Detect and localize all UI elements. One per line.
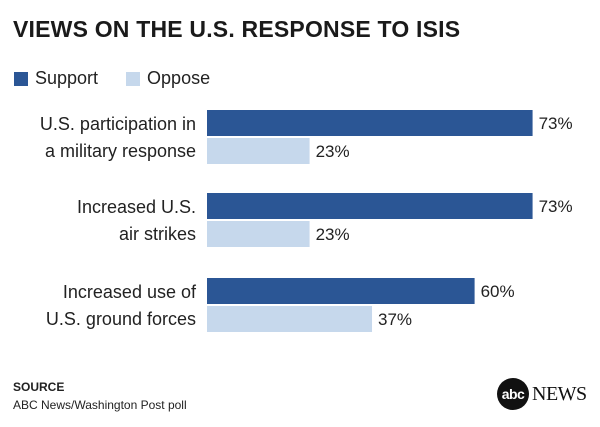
legend-swatch-oppose bbox=[126, 71, 141, 86]
bar-support bbox=[207, 110, 533, 136]
legend-item-support: Support bbox=[14, 68, 98, 89]
value-label: 73% bbox=[539, 197, 573, 216]
category-label: U.S. participation in bbox=[40, 114, 196, 134]
category-label: U.S. ground forces bbox=[46, 309, 196, 329]
value-label: 23% bbox=[316, 225, 350, 244]
legend-label-oppose: Oppose bbox=[147, 68, 211, 88]
legend-swatch-support bbox=[14, 71, 28, 86]
category-label: Increased U.S. bbox=[77, 197, 196, 217]
legend: Support Oppose bbox=[14, 68, 238, 89]
logo-news-text: NEWS bbox=[532, 382, 587, 405]
value-label: 60% bbox=[481, 282, 515, 301]
value-label: 23% bbox=[316, 142, 350, 161]
chart-title: VIEWS ON THE U.S. RESPONSE TO ISIS bbox=[13, 16, 461, 42]
legend-label-support: Support bbox=[35, 68, 99, 88]
category-label: Increased use of bbox=[63, 282, 197, 302]
bar-support bbox=[207, 193, 533, 219]
value-label: 37% bbox=[378, 310, 412, 329]
bar-support bbox=[207, 278, 475, 304]
bar-oppose bbox=[207, 306, 373, 332]
source-heading: SOURCE bbox=[13, 380, 65, 394]
bar-oppose bbox=[207, 221, 310, 247]
category-label: a military response bbox=[45, 141, 196, 161]
abc-logo-circle: abc bbox=[497, 378, 529, 410]
abc-news-logo: abc NEWS bbox=[497, 378, 587, 410]
source-text: ABC News/Washington Post poll bbox=[13, 398, 187, 412]
legend-item-oppose: Oppose bbox=[126, 68, 210, 89]
value-label: 73% bbox=[539, 114, 573, 133]
bar-oppose bbox=[207, 138, 310, 164]
category-label: air strikes bbox=[119, 224, 196, 244]
bar-chart: U.S. participation in a military response… bbox=[40, 110, 573, 332]
